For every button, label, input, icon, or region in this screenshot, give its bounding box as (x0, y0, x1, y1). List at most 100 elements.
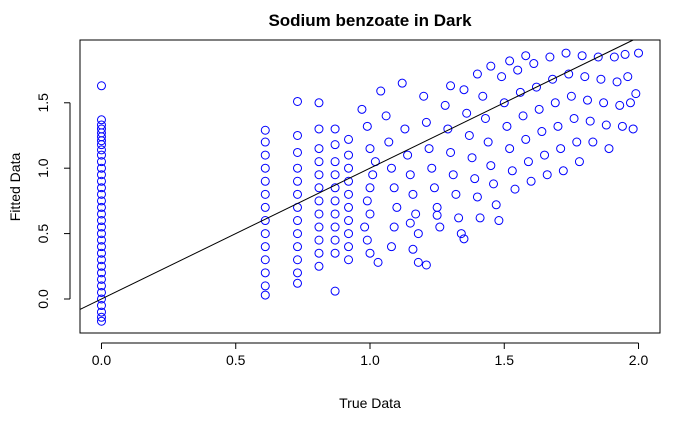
data-point (344, 216, 354, 226)
data-point (472, 69, 482, 79)
data-point (499, 98, 509, 108)
data-point (494, 216, 504, 226)
data-point (408, 244, 418, 254)
data-point (569, 113, 579, 123)
data-point (96, 176, 106, 186)
data-point (293, 242, 302, 252)
data-point (558, 166, 568, 176)
data-point (96, 307, 106, 317)
data-point (330, 196, 340, 206)
data-point (293, 216, 302, 226)
x-tick-label: 1.5 (495, 352, 515, 368)
data-point (96, 255, 106, 265)
points-layer (96, 48, 644, 326)
data-point (96, 115, 106, 125)
data-point (464, 130, 474, 140)
data-point (615, 100, 625, 110)
data-point (389, 222, 399, 232)
data-point (314, 144, 324, 154)
data-point (424, 144, 434, 154)
data-point (293, 278, 302, 288)
data-point (400, 124, 410, 134)
x-tick-label: 2.0 (629, 352, 649, 368)
data-point (566, 91, 576, 101)
data-point (631, 89, 641, 99)
data-point (330, 183, 340, 193)
data-point (510, 184, 520, 194)
data-point (344, 202, 354, 212)
data-point (435, 222, 445, 232)
data-point (96, 268, 106, 278)
data-point (443, 124, 453, 134)
data-point (260, 281, 270, 291)
data-point (96, 229, 106, 239)
data-point (362, 196, 372, 206)
data-point (314, 183, 324, 193)
data-point (376, 86, 386, 96)
data-point (260, 163, 270, 173)
data-point (421, 260, 431, 270)
data-point (260, 189, 270, 199)
data-point (623, 72, 633, 82)
data-point (502, 121, 512, 131)
data-point (553, 121, 563, 131)
data-point (397, 78, 407, 88)
data-point (314, 98, 324, 108)
data-point (419, 91, 429, 101)
data-point (330, 209, 340, 219)
data-point (314, 235, 324, 245)
data-point (505, 144, 515, 154)
data-point (96, 301, 106, 311)
data-point (330, 222, 340, 232)
data-point (330, 235, 340, 245)
data-point (96, 183, 106, 193)
data-point (448, 170, 458, 180)
data-point (585, 116, 595, 126)
data-point (96, 136, 106, 146)
data-point (429, 183, 439, 193)
data-point (513, 65, 523, 75)
data-point (470, 174, 480, 184)
data-point (96, 196, 106, 206)
y-axis: 0.0 0.5 1.0 1.5 (35, 93, 71, 309)
data-point (260, 216, 270, 226)
data-point (620, 49, 630, 59)
data-point (405, 218, 415, 228)
data-point (403, 150, 413, 160)
data-point (529, 59, 539, 69)
data-point (596, 74, 606, 84)
data-point (96, 312, 106, 322)
data-point (96, 150, 106, 160)
data-point (365, 209, 375, 219)
data-point (475, 213, 485, 223)
data-point (537, 127, 547, 137)
data-point (96, 170, 106, 180)
data-point (96, 157, 106, 167)
chart-title: Sodium benzoate in Dark (268, 11, 472, 30)
data-point (440, 100, 450, 110)
data-point (542, 170, 552, 180)
data-point (96, 287, 106, 297)
data-point (96, 189, 106, 199)
data-point (344, 134, 354, 144)
data-point (293, 268, 302, 278)
data-point (330, 157, 340, 167)
data-point (389, 183, 399, 193)
data-point (293, 176, 302, 186)
data-point (545, 52, 555, 62)
data-point (314, 170, 324, 180)
data-point (577, 51, 587, 61)
data-point (521, 51, 531, 61)
data-point (421, 117, 431, 127)
data-point (344, 242, 354, 252)
data-point (446, 81, 456, 91)
data-point (531, 82, 541, 92)
data-point (373, 257, 383, 267)
data-point (526, 176, 536, 186)
data-point (561, 48, 571, 58)
data-point (96, 216, 106, 226)
data-point (454, 213, 464, 223)
plot-frame (79, 39, 661, 334)
data-point (314, 124, 324, 134)
